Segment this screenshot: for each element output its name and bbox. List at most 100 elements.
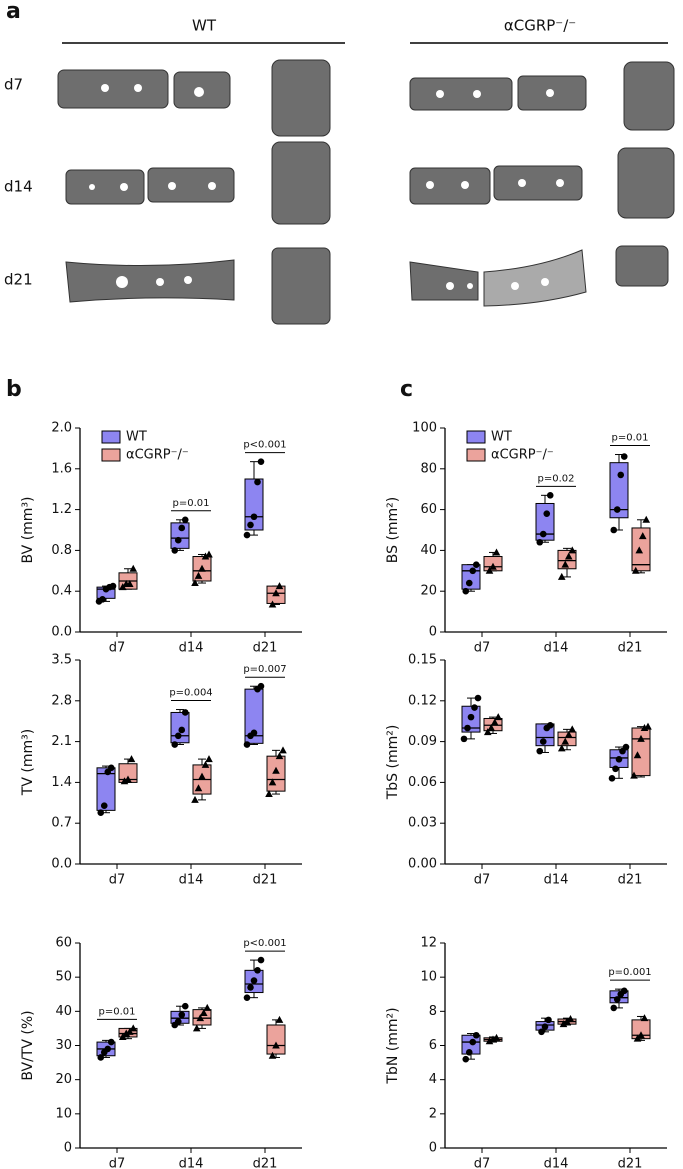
point — [174, 536, 182, 544]
box — [244, 478, 264, 531]
legend-label: WT — [491, 430, 512, 445]
point — [178, 524, 186, 532]
x-tick-label: d14 — [544, 873, 569, 888]
point — [275, 752, 284, 760]
point — [268, 1051, 277, 1059]
x-tick-label: d21 — [253, 641, 278, 656]
point — [129, 564, 138, 572]
point — [467, 713, 475, 721]
box — [631, 1019, 651, 1040]
p-value: p<0.001 — [243, 440, 286, 451]
x-tick-label: d14 — [544, 1157, 569, 1169]
point — [109, 582, 117, 590]
y-tick-label: 12 — [420, 936, 437, 951]
point — [536, 747, 544, 755]
x-tick-label: d7 — [474, 873, 491, 888]
point — [174, 1018, 182, 1025]
point — [545, 1016, 552, 1024]
y-axis-label: TbN (mm²) — [385, 1007, 401, 1084]
point — [99, 596, 106, 603]
y-tick-label: 0 — [429, 1141, 437, 1156]
y-tick-label: 0.00 — [408, 857, 437, 872]
point — [557, 744, 566, 752]
point — [462, 587, 470, 595]
point — [250, 729, 258, 737]
point — [125, 580, 134, 588]
y-tick-label: 0 — [429, 625, 437, 640]
y-tick-label: 6 — [429, 1038, 437, 1053]
legend-swatch — [466, 430, 486, 444]
point — [257, 956, 265, 964]
y-tick-label: 0.09 — [408, 734, 437, 749]
box — [266, 1024, 286, 1055]
point — [272, 766, 280, 774]
point — [199, 1009, 208, 1017]
point — [612, 765, 619, 773]
point — [100, 802, 108, 810]
point — [620, 987, 628, 995]
point — [483, 728, 492, 736]
legend-label: WT — [126, 430, 147, 445]
legend-label: αCGRP⁻/⁻ — [126, 448, 189, 463]
point — [268, 600, 277, 608]
point — [469, 567, 477, 575]
y-tick-label: 2 — [429, 1106, 437, 1121]
point — [174, 732, 182, 740]
point — [644, 722, 652, 730]
y-axis-label: BS (mm²) — [385, 497, 401, 564]
y-tick-label: 60 — [55, 936, 72, 951]
y-axis-label: TbS (mm²) — [385, 725, 401, 801]
point — [539, 738, 547, 745]
x-tick-label: d7 — [474, 1157, 491, 1169]
x-tick-label: d21 — [618, 1157, 643, 1169]
box — [192, 1009, 212, 1026]
point — [564, 730, 573, 738]
x-tick-label: d14 — [544, 641, 569, 656]
y-axis-label: BV/TV (%) — [20, 1010, 36, 1080]
point — [181, 709, 189, 716]
y-tick-label: 30 — [55, 1038, 72, 1053]
point — [272, 1041, 280, 1049]
point — [564, 552, 573, 560]
p-value: p=0.007 — [243, 664, 286, 675]
point — [460, 735, 468, 743]
point — [566, 1015, 575, 1023]
point — [637, 734, 645, 742]
timepoint-label: d14 — [4, 178, 33, 196]
point — [472, 561, 480, 568]
y-tick-label: 0.03 — [408, 816, 437, 831]
point — [272, 589, 280, 597]
point — [196, 1014, 205, 1022]
point — [638, 532, 647, 540]
point — [630, 771, 638, 779]
x-tick-label: d21 — [253, 1157, 278, 1169]
y-tick-label: 2.8 — [51, 693, 72, 708]
point — [465, 579, 473, 587]
y-tick-label: 0.15 — [408, 653, 437, 668]
x-tick-label: d7 — [109, 641, 126, 656]
y-tick-label: 0.7 — [51, 816, 72, 831]
y-tick-label: 4 — [429, 1072, 437, 1087]
timepoint-label: d21 — [4, 271, 33, 289]
x-tick-label: d21 — [253, 873, 278, 888]
y-tick-label: 2.0 — [51, 421, 72, 436]
point — [472, 1031, 480, 1039]
point — [539, 530, 547, 538]
point — [610, 526, 618, 534]
point — [243, 531, 251, 539]
point — [557, 572, 566, 580]
y-tick-label: 0.0 — [51, 857, 72, 872]
point — [104, 1045, 112, 1053]
point — [171, 741, 179, 748]
point — [171, 547, 179, 554]
point — [633, 751, 642, 759]
point — [191, 795, 199, 803]
point — [198, 772, 206, 780]
point — [485, 566, 494, 574]
box — [557, 731, 577, 747]
group-label: WT — [192, 17, 217, 35]
point — [635, 546, 644, 554]
point — [124, 775, 132, 783]
box — [557, 549, 577, 570]
